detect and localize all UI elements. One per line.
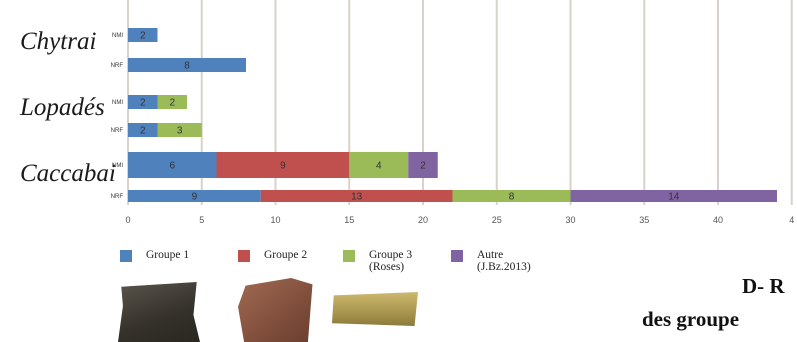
bar-value-label: 2: [420, 161, 426, 172]
site-label: Chytrai: [20, 28, 96, 55]
bar-value-label: 9: [192, 192, 198, 203]
bar-value-label: 6: [169, 161, 175, 172]
sherd-dark-photo: [112, 278, 205, 342]
legend-label-groupe-3: Groupe 3: [369, 249, 413, 261]
row-label: NRF: [111, 194, 124, 200]
bar-value-label: 8: [509, 192, 515, 203]
legend-note-groupe-3: (Roses): [369, 261, 405, 273]
sherd-yellow-photo: [330, 290, 420, 330]
row-label: NMI: [112, 163, 123, 169]
x-tick-label: 35: [639, 215, 649, 225]
bar-segment: [260, 190, 453, 202]
legend-label-autre: Autre: [477, 249, 504, 261]
row-label: NMI: [112, 100, 123, 106]
bar-segment: [128, 28, 158, 42]
bar-value-label: 2: [140, 98, 146, 109]
legend-item-groupe-3: Groupe 3 (Roses): [343, 249, 412, 273]
legend-item-groupe-2: Groupe 2: [238, 249, 307, 262]
bar-segment: [570, 190, 777, 202]
legend-item-groupe-1: Groupe 1: [120, 249, 189, 262]
bar-segment: [216, 152, 350, 178]
site-label: Caccabai: [20, 160, 116, 187]
legend-swatch-groupe-1: [120, 250, 132, 262]
x-tick-label: 40: [713, 215, 723, 225]
bar-segment: [157, 95, 187, 109]
x-tick-label: 25: [492, 215, 502, 225]
legend-label-groupe-1: Groupe 1: [146, 249, 190, 261]
x-tick-label: 30: [565, 215, 575, 225]
legend-item-autre: Autre (J.Bz.2013): [451, 249, 531, 273]
bar-value-label: 4: [376, 161, 382, 172]
row-label: NRF: [111, 63, 124, 69]
bar-segment: [408, 152, 438, 178]
x-tick-label: 5: [199, 215, 204, 225]
x-tick-label: 20: [418, 215, 428, 225]
bar-value-label: 2: [140, 31, 146, 42]
bar-segment: [128, 123, 158, 137]
bar-value-label: 3: [177, 126, 183, 137]
legend-note-autre: (J.Bz.2013): [477, 261, 531, 273]
stacked-bar-chart: 0 5 10 15 20 25 30 35 40 4 Chytrai NMI 2 NRF 8 Lopadés N…: [19, 0, 794, 225]
bar-segment: [128, 58, 246, 72]
row-label: NMI: [112, 33, 123, 39]
x-tick-label: 10: [270, 215, 280, 225]
bar-value-label: 8: [184, 61, 190, 72]
bar-value-label: 2: [169, 98, 175, 109]
legend-swatch-groupe-2: [238, 250, 250, 262]
bar-value-label: 2: [140, 126, 146, 137]
bar-segment: [128, 95, 158, 109]
bar-value-label: 14: [668, 192, 680, 203]
legend-swatch-autre: [451, 250, 463, 262]
legend-label-groupe-2: Groupe 2: [264, 249, 308, 261]
legend-swatch-groupe-3: [343, 250, 355, 262]
bar-segment: [128, 190, 261, 202]
x-tick-label: 0: [125, 215, 130, 225]
x-tick-label: 4: [789, 215, 794, 225]
sherd-red-photo: [236, 276, 316, 342]
title-line-1: D- R: [742, 274, 785, 298]
bar-segment: [452, 190, 571, 202]
site-label: Lopadés: [19, 94, 105, 121]
legend: Groupe 1 Groupe 2 Groupe 3 (Roses) Autre…: [120, 249, 580, 283]
bar-segment: [349, 152, 409, 178]
row-label: NRF: [111, 128, 124, 134]
bar-segment: [157, 123, 202, 137]
title-line-2: des groupe: [642, 307, 740, 331]
bar-value-label: 13: [351, 192, 363, 203]
x-tick-label: 15: [344, 215, 354, 225]
bar-segment: [128, 152, 217, 178]
bar-value-label: 9: [280, 161, 286, 172]
